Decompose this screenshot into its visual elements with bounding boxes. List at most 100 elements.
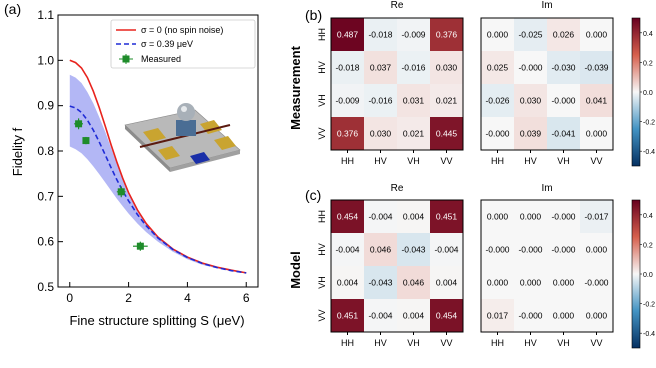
colorbar-tick-label: 0.4 bbox=[643, 213, 653, 220]
y-tick-label: 0.9 bbox=[37, 99, 54, 113]
colorbar bbox=[631, 17, 641, 167]
heatmap-cell bbox=[481, 84, 514, 117]
colorbar-tick-label: 0.2 bbox=[643, 242, 653, 249]
cell-value-label: -0.004 bbox=[434, 245, 458, 255]
y-basis-label: HV bbox=[317, 243, 327, 256]
colorbar-tick-label: 0.0 bbox=[643, 272, 653, 279]
x-basis-label: VH bbox=[557, 338, 570, 348]
heatmap-cell bbox=[430, 18, 463, 51]
cell-value-label: -0.009 bbox=[335, 96, 359, 106]
x-basis-label: HH bbox=[341, 156, 354, 166]
heatmap-cell bbox=[397, 233, 430, 266]
y-basis-label: HH bbox=[317, 28, 327, 41]
heatmap-cell bbox=[430, 117, 463, 150]
heatmap-cell bbox=[580, 84, 613, 117]
heatmap-cell bbox=[481, 233, 514, 266]
cell-value-label: 0.000 bbox=[586, 30, 608, 40]
cell-value-label: 0.041 bbox=[586, 96, 608, 106]
x-basis-label: VV bbox=[440, 156, 452, 166]
cell-value-label: -0.009 bbox=[401, 30, 425, 40]
cell-value-label: 0.004 bbox=[337, 278, 359, 288]
colorbar-tick-label: -0.2 bbox=[643, 120, 655, 127]
heatmap-cell bbox=[430, 84, 463, 117]
cell-value-label: 0.000 bbox=[487, 30, 509, 40]
heatmap-cell bbox=[580, 18, 613, 51]
heatmap-cell bbox=[397, 200, 430, 233]
heatmap-cell bbox=[547, 117, 580, 150]
heatmap-cell bbox=[331, 117, 364, 150]
cell-value-label: 0.030 bbox=[436, 63, 458, 73]
cell-value-label: 0.046 bbox=[403, 278, 425, 288]
device-illustration bbox=[124, 103, 241, 172]
cell-value-label: -0.016 bbox=[368, 96, 392, 106]
cell-value-label: 0.376 bbox=[436, 30, 458, 40]
cell-value-label: -0.000 bbox=[518, 63, 542, 73]
y-basis-label: VH bbox=[317, 94, 327, 107]
heatmap-cell bbox=[397, 299, 430, 332]
subtitle-im-b: Im bbox=[541, 0, 552, 11]
heatmap-frame bbox=[330, 199, 464, 333]
heatmap-cell bbox=[580, 233, 613, 266]
legend-label-measured: Measured bbox=[141, 54, 181, 64]
heatmap-cell bbox=[364, 266, 397, 299]
heatmap-cell bbox=[514, 233, 547, 266]
heatmap-cell bbox=[397, 266, 430, 299]
heatmap-cell bbox=[331, 299, 364, 332]
heatmap-cell bbox=[364, 51, 397, 84]
heatmap-cell bbox=[514, 84, 547, 117]
subtitle-im-c: Im bbox=[541, 183, 552, 194]
heatmap-cell bbox=[364, 200, 397, 233]
heatmap-cell bbox=[397, 18, 430, 51]
cell-value-label: 0.000 bbox=[487, 278, 509, 288]
cell-value-label: 0.451 bbox=[436, 212, 458, 222]
cell-value-label: 0.454 bbox=[436, 311, 458, 321]
cell-value-label: -0.004 bbox=[368, 311, 392, 321]
cell-value-label: -0.004 bbox=[368, 212, 392, 222]
cell-value-label: 0.030 bbox=[520, 96, 542, 106]
heatmap-cell bbox=[430, 233, 463, 266]
cell-value-label: 0.487 bbox=[337, 30, 359, 40]
subtitle-re-b: Re bbox=[391, 0, 404, 11]
spin-noise-band bbox=[69, 74, 247, 274]
heatmap-cell bbox=[547, 200, 580, 233]
heatmap-cell bbox=[514, 299, 547, 332]
panel-label-b: (b) bbox=[305, 7, 322, 23]
heatmap-cell bbox=[331, 84, 364, 117]
cell-value-label: 0.000 bbox=[586, 311, 608, 321]
panel-label-c: (c) bbox=[305, 187, 321, 203]
colorbar-tick-label: 0.0 bbox=[643, 90, 653, 97]
measured-point-3 bbox=[136, 242, 144, 250]
row-title-model: Model bbox=[288, 251, 303, 289]
subtitle-re-c: Re bbox=[391, 183, 404, 194]
legend-swatch-measured bbox=[119, 54, 133, 64]
heatmap-cell bbox=[430, 299, 463, 332]
y-tick-label: 1.0 bbox=[37, 53, 54, 67]
heatmap-measurement: 0.487 -0.018 -0.009 0.376 -0.018 0.037 -0.016 0… bbox=[317, 17, 614, 166]
colorbar-tick-label: -0.2 bbox=[643, 302, 655, 309]
cell-value-label: -0.000 bbox=[485, 245, 509, 255]
x-basis-label: HV bbox=[374, 338, 387, 348]
cell-value-label: -0.016 bbox=[401, 63, 425, 73]
x-tick-label: 0 bbox=[66, 291, 73, 305]
cell-value-label: -0.018 bbox=[368, 30, 392, 40]
y-tick-label: 1.1 bbox=[37, 8, 54, 22]
heatmap-cell bbox=[514, 18, 547, 51]
cell-value-label: -0.041 bbox=[551, 129, 575, 139]
y-basis-label: VV bbox=[317, 127, 327, 139]
cell-value-label: -0.018 bbox=[335, 63, 359, 73]
heatmap-cell bbox=[364, 84, 397, 117]
heatmap-cell bbox=[547, 84, 580, 117]
cell-value-label: -0.000 bbox=[551, 212, 575, 222]
x-tick-label: 4 bbox=[184, 291, 191, 305]
x-tick-label: 6 bbox=[243, 291, 250, 305]
cell-value-label: -0.030 bbox=[551, 63, 575, 73]
cell-value-label: 0.000 bbox=[553, 311, 575, 321]
cell-value-label: 0.000 bbox=[553, 278, 575, 288]
measured-point-2 bbox=[117, 188, 125, 196]
x-basis-label: VH bbox=[407, 156, 420, 166]
heatmap-cell bbox=[514, 200, 547, 233]
heatmap-cell bbox=[481, 51, 514, 84]
heatmap-cell bbox=[364, 18, 397, 51]
cell-value-label: 0.451 bbox=[337, 311, 359, 321]
series-line-sigma-039 bbox=[69, 105, 247, 274]
